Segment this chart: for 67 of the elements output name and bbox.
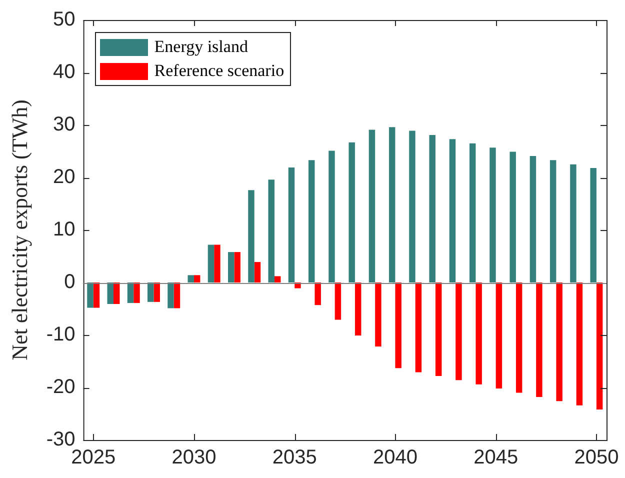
y-tick-label: 10: [53, 218, 76, 241]
bar: [368, 130, 376, 282]
bar: [107, 282, 114, 304]
bar: [395, 282, 402, 368]
bar: [530, 156, 536, 282]
bar: [590, 168, 596, 282]
bar: [254, 262, 261, 282]
bar: [348, 142, 355, 282]
bar: [576, 282, 583, 406]
y-tick-label: 40: [53, 61, 76, 84]
x-tick-label: 2040: [372, 446, 418, 469]
bar: [456, 282, 462, 380]
bar: [388, 127, 396, 282]
bar: [214, 244, 220, 282]
bar: [435, 282, 442, 376]
x-tick-label: 2045: [474, 446, 518, 469]
bar: [148, 282, 154, 302]
legend-label: Reference scenario: [154, 61, 284, 81]
bar: [596, 282, 603, 410]
bar: [469, 143, 476, 282]
bar: [516, 282, 522, 393]
bar: [415, 282, 422, 372]
bar: [570, 164, 576, 282]
bar: [556, 282, 562, 402]
y-axis-title: Net electricity exports (TWh): [6, 100, 32, 360]
legend-label: Energy island: [154, 37, 248, 57]
bar: [87, 282, 94, 308]
bar: [228, 252, 234, 282]
bar: [496, 282, 502, 389]
bar: [375, 282, 382, 347]
y-tick-label: 50: [53, 8, 76, 31]
bar: [127, 282, 134, 303]
bar: [93, 282, 100, 308]
bar: [334, 282, 342, 320]
bar: [134, 282, 140, 303]
bar: [234, 252, 240, 282]
bar: [154, 282, 160, 302]
bar: [194, 275, 200, 282]
x-tick-label: 2050: [574, 446, 619, 469]
bar: [174, 282, 180, 308]
x-tick-label: 2030: [172, 446, 216, 469]
y-tick-label: -10: [46, 324, 76, 346]
bar: [314, 282, 321, 306]
bar: [429, 134, 436, 282]
bar: [409, 130, 416, 282]
bar: [274, 276, 281, 282]
bar: [268, 180, 274, 282]
y-tick-label: 20: [53, 166, 76, 188]
bar: [308, 160, 315, 282]
x-tick-label: 2035: [272, 446, 317, 469]
y-tick-label: 30: [53, 114, 76, 136]
bar: [288, 168, 295, 282]
bar: [113, 282, 120, 304]
bar: [550, 160, 556, 282]
bar: [449, 139, 456, 282]
bar: [354, 282, 362, 336]
bar: [328, 150, 335, 282]
bar: [490, 148, 496, 282]
bar: [188, 275, 194, 282]
bar: [510, 152, 516, 282]
bar: [168, 282, 174, 308]
bar: [248, 190, 254, 282]
y-tick-label: -20: [46, 376, 76, 398]
bar: [208, 244, 214, 282]
y-tick-label: 0: [64, 271, 76, 294]
bar: [536, 282, 542, 397]
bar: [476, 282, 482, 384]
